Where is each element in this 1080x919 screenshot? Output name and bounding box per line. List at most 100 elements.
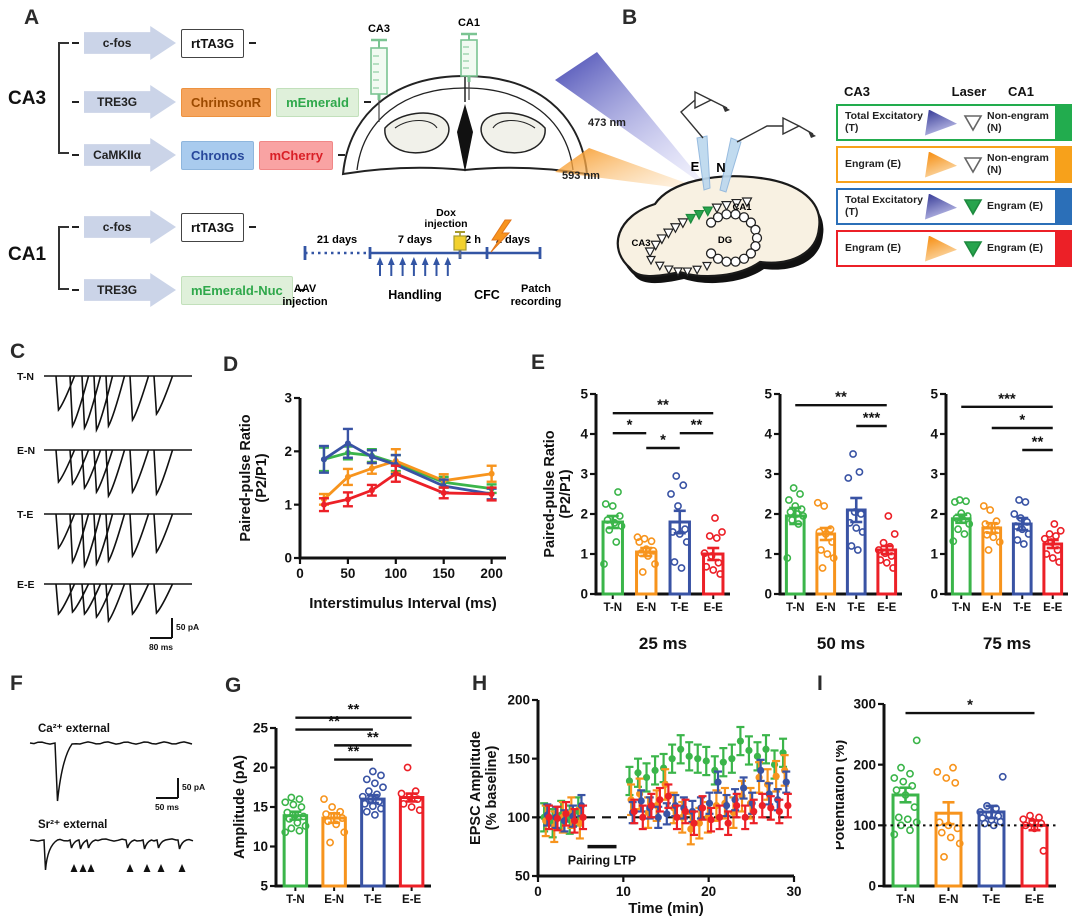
svg-text:3: 3 xyxy=(580,467,588,482)
cell-layers xyxy=(644,197,763,277)
svg-text:150: 150 xyxy=(432,566,455,581)
svg-text:2: 2 xyxy=(930,507,938,522)
panel-d-chart: 0 1 2 3 0 50 100 150 200 Interstimulus Interval (… xyxy=(234,388,520,619)
svg-text:Time (min): Time (min) xyxy=(628,900,704,917)
svg-text:1: 1 xyxy=(930,547,938,562)
svg-text:50 ms: 50 ms xyxy=(817,634,865,653)
svg-text:**: ** xyxy=(1032,434,1044,451)
legend-ca3-text: Engram (E) xyxy=(845,241,902,254)
panel-h-label: H xyxy=(472,672,488,695)
svg-text:100: 100 xyxy=(385,566,408,581)
electrode-e xyxy=(696,135,711,191)
amplifier-n-icon xyxy=(736,116,816,143)
syringe-ca1-icon xyxy=(460,32,478,100)
svg-text:*: * xyxy=(967,697,973,714)
construct-row: c-fos rtTA3G xyxy=(72,26,257,60)
svg-text:0: 0 xyxy=(284,551,292,566)
legend-row-green: Total Excitatory (T) Non-engram (N) xyxy=(836,104,1072,141)
svg-text:200: 200 xyxy=(853,757,876,772)
svg-text:2: 2 xyxy=(284,444,292,459)
panel-h-chart: 50 100 150 200 0 10 20 30 Pairing LTP Time (min) E… xyxy=(468,688,812,919)
ca1-bracket xyxy=(58,226,69,290)
legend-ca1-text: Engram (E) xyxy=(987,199,1044,212)
linker-dash xyxy=(72,100,79,104)
laser-beam-icon xyxy=(925,235,957,262)
svg-text:**: ** xyxy=(657,397,669,414)
svg-text:Potentiation (%): Potentiation (%) xyxy=(836,740,848,851)
segment-21days: 21 days xyxy=(317,234,357,246)
svg-text:200: 200 xyxy=(507,693,530,708)
event-arrowhead xyxy=(126,864,134,872)
laser-beam-icon xyxy=(925,151,957,178)
group-label-ca1: CA1 xyxy=(8,244,47,265)
svg-text:Amplitude (pA): Amplitude (pA) xyxy=(232,755,248,859)
svg-text:4: 4 xyxy=(930,427,938,442)
svg-text:2: 2 xyxy=(580,507,588,522)
svg-text:E-E: E-E xyxy=(1025,894,1045,906)
brain-injection-diagram: CA3 CA1 xyxy=(341,17,589,176)
svg-text:0: 0 xyxy=(930,587,938,602)
linker-dash xyxy=(249,41,257,45)
gene-box: rtTA3G xyxy=(181,212,245,242)
event-arrowhead xyxy=(178,864,186,872)
dox-syringe-icon xyxy=(453,231,467,258)
svg-text:0: 0 xyxy=(868,879,876,894)
svg-text:Pairing LTP: Pairing LTP xyxy=(568,854,637,868)
panel-g-label: G xyxy=(225,674,242,697)
electrode-n xyxy=(719,137,742,193)
construct-row: c-fos rtTA3G xyxy=(72,210,257,244)
construct-row: TRE3G ChrimsonR mEmerald xyxy=(72,85,371,119)
legend-header-ca1: CA1 xyxy=(1008,84,1035,99)
svg-text:Interstimulus Interval (ms): Interstimulus Interval (ms) xyxy=(309,595,497,612)
panel-i-chart: 0 100 200 300 T-N E-N T-E E-E * Potentiation (%) xyxy=(832,684,1068,919)
ca3-bracket xyxy=(58,42,69,154)
svg-text:(% baseline): (% baseline) xyxy=(484,746,500,831)
svg-text:T-E: T-E xyxy=(847,602,865,614)
svg-text:E-E: E-E xyxy=(1043,602,1063,614)
panel-f-label: F xyxy=(10,672,23,695)
laser-beam-icon xyxy=(925,109,957,136)
svg-text:300: 300 xyxy=(853,697,876,712)
legend-color-strip xyxy=(1055,232,1070,265)
segment-2h: 2 h xyxy=(465,234,481,246)
panel-e-chart-25ms: 0 1 2 3 4 5 T-N E-N T-E E-E ** * * ** 25 ms Paired-puls… xyxy=(538,364,738,661)
svg-text:10: 10 xyxy=(253,839,268,854)
legend-ca1-text: Non-engram (N) xyxy=(987,109,1049,134)
svg-text:T-N: T-N xyxy=(952,602,971,614)
svg-text:15: 15 xyxy=(253,800,269,815)
segment-7days: 7 days xyxy=(398,234,432,246)
svg-text:4: 4 xyxy=(764,427,772,442)
svg-text:**: ** xyxy=(367,729,379,746)
svg-text:200: 200 xyxy=(480,566,503,581)
svg-text:E-N: E-N xyxy=(324,894,344,906)
svg-text:E-E: E-E xyxy=(17,579,35,591)
dox-label-2: injection xyxy=(424,218,467,230)
svg-text:100: 100 xyxy=(853,818,876,833)
engram-triangle-icon xyxy=(963,240,983,258)
panel-b-label: B xyxy=(622,6,638,29)
linker-dash xyxy=(72,153,79,157)
panel-g-chart: 5 10 15 20 25 T-N E-N T-E E-E ** ** ** ** Amplitude (… xyxy=(228,686,443,919)
svg-text:T-E: T-E xyxy=(671,602,689,614)
svg-text:***: *** xyxy=(863,410,881,427)
svg-text:*: * xyxy=(627,417,633,434)
svg-text:75 ms: 75 ms xyxy=(983,634,1031,653)
syringe-ca1-label: CA1 xyxy=(458,17,480,29)
svg-text:1: 1 xyxy=(580,547,588,562)
svg-text:0: 0 xyxy=(534,884,542,899)
open-triangle-icon xyxy=(963,156,983,174)
gene-box: mCherry xyxy=(259,140,333,170)
svg-text:**: ** xyxy=(691,417,703,434)
engram-triangle-icon xyxy=(963,198,983,216)
hippocampus-recording-diagram: 473 nm 593 nm CA3 CA1 DG E N xyxy=(555,52,824,284)
svg-text:4: 4 xyxy=(580,427,588,442)
legend-color-strip xyxy=(1055,190,1070,223)
svg-text:Sr²⁺ external: Sr²⁺ external xyxy=(38,819,107,831)
svg-text:1: 1 xyxy=(764,547,772,562)
handling-label: Handling xyxy=(388,288,441,302)
svg-text:*: * xyxy=(1019,412,1025,429)
svg-text:25 ms: 25 ms xyxy=(639,634,687,653)
construct-row: TRE3G mEmerald-Nuc xyxy=(72,273,305,307)
event-arrowhead xyxy=(79,864,87,872)
